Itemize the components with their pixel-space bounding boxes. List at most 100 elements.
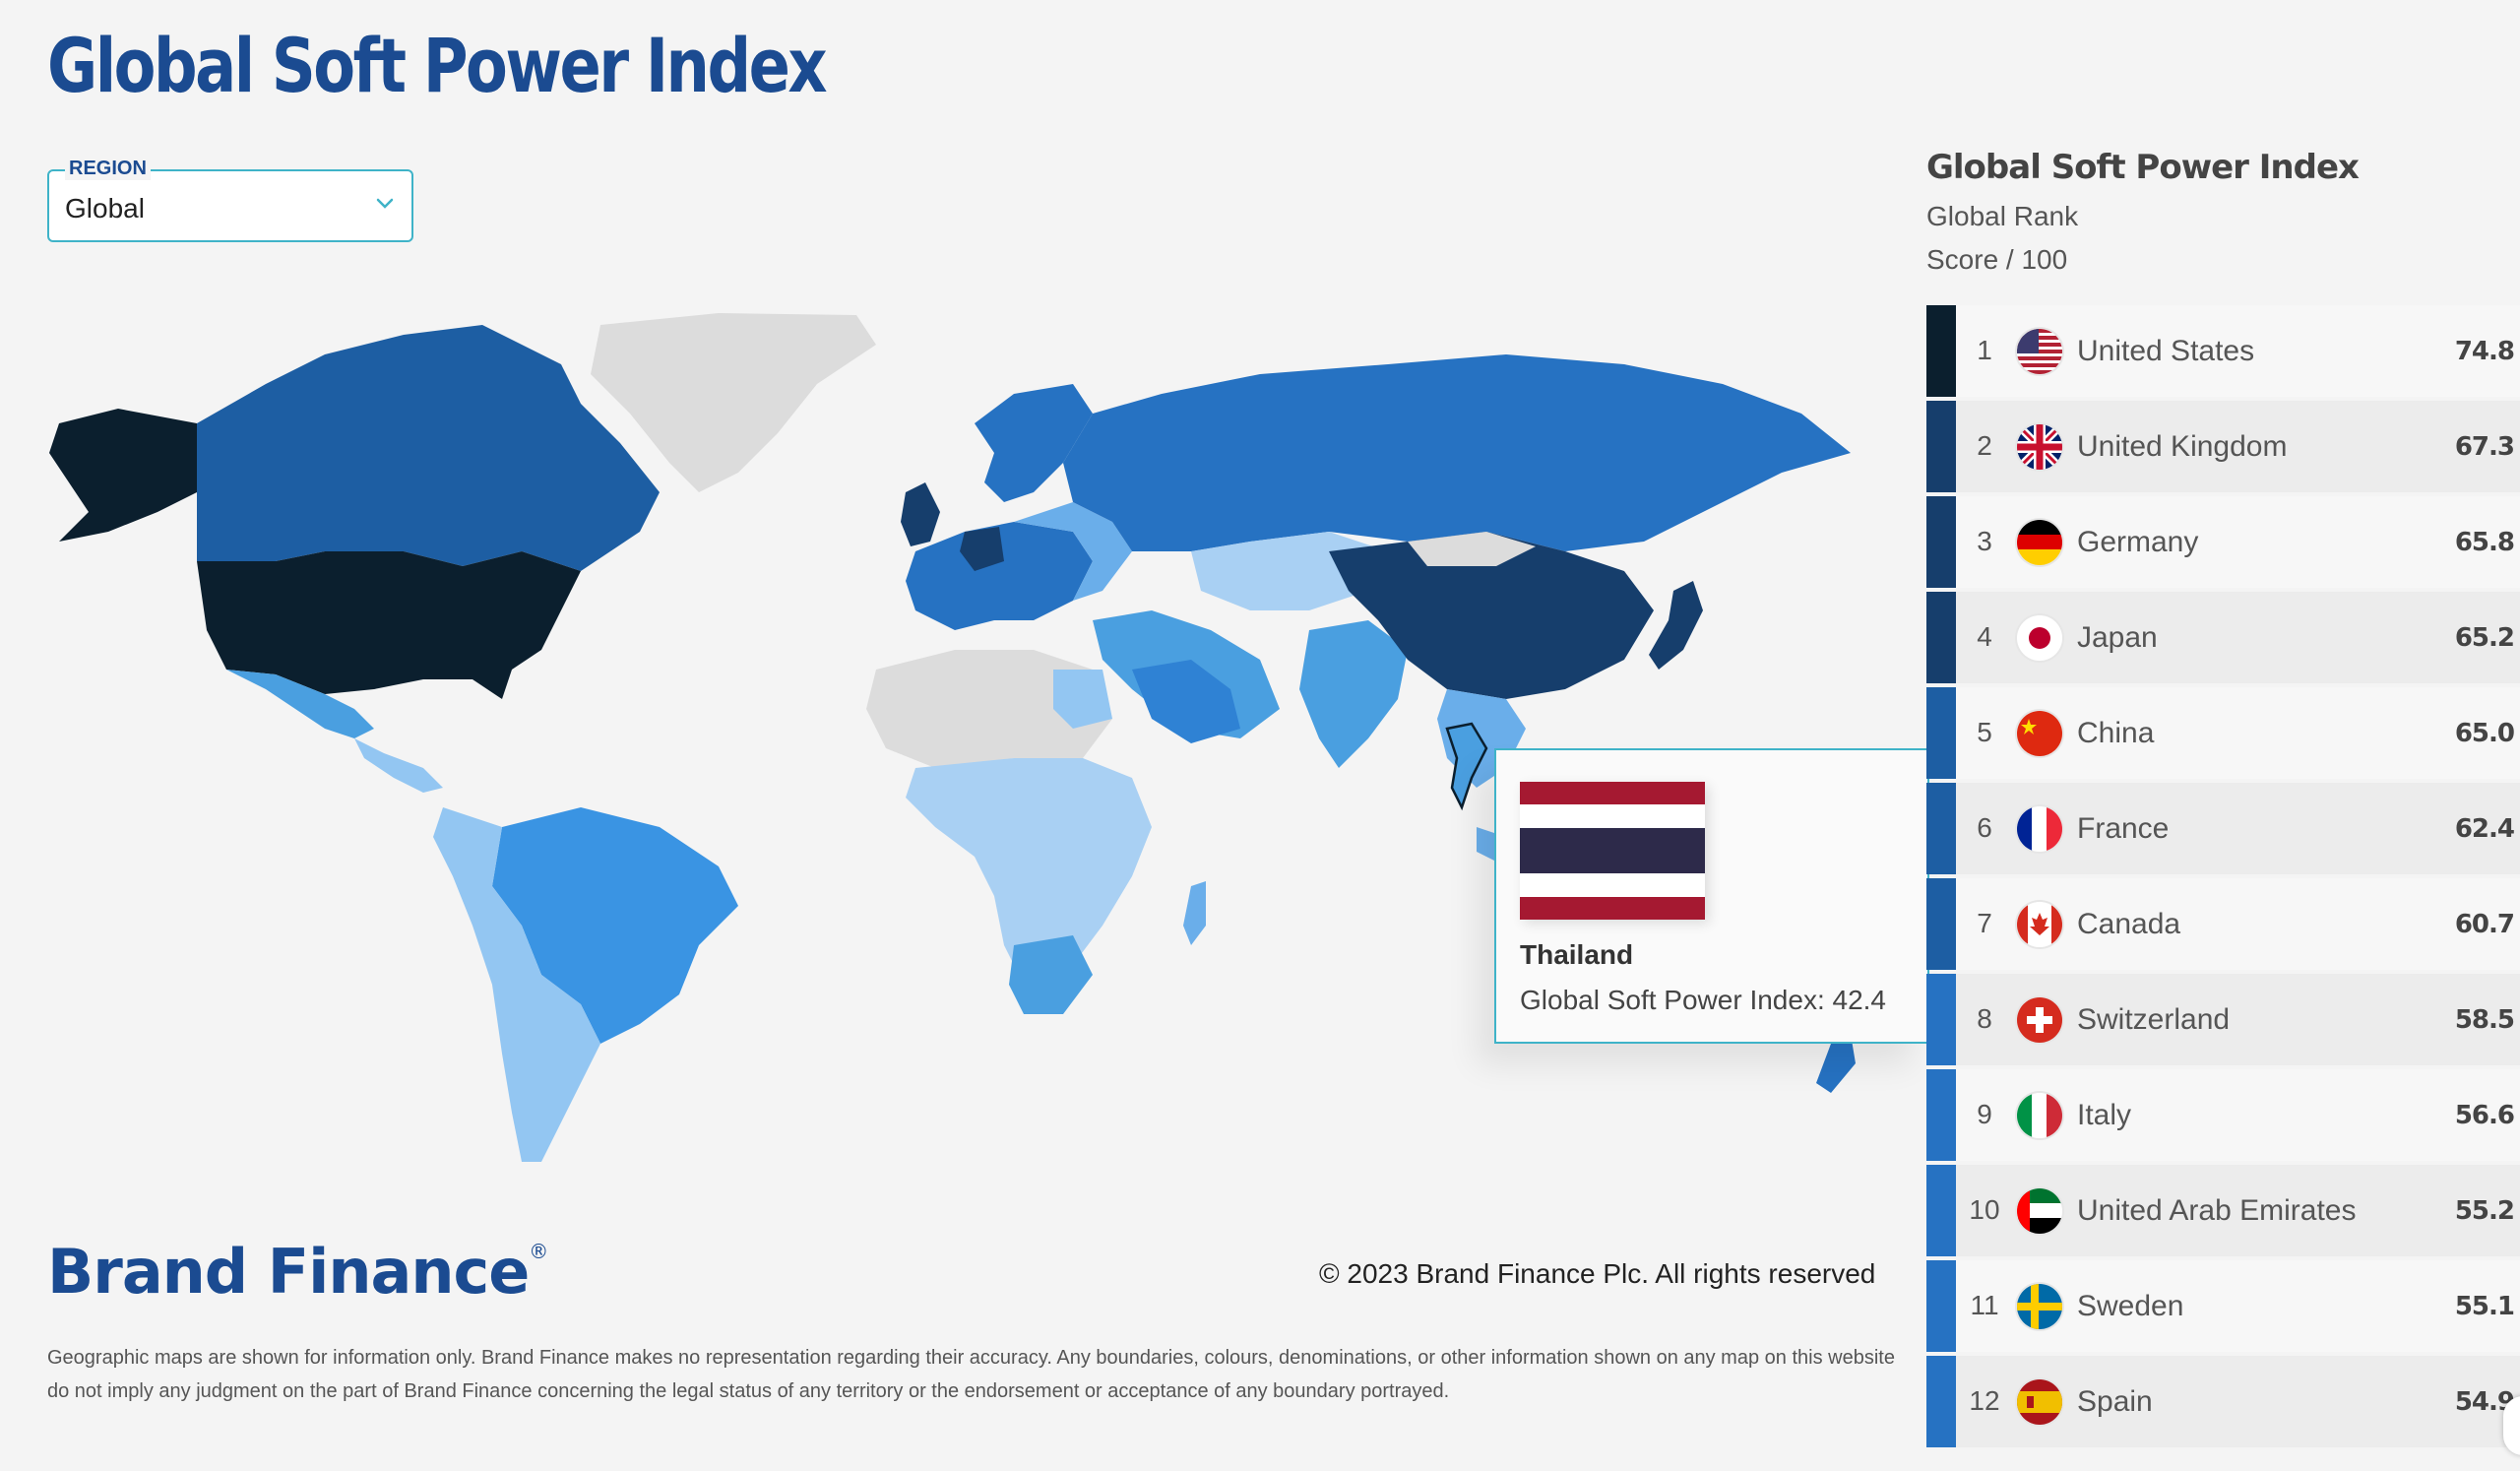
map-region-canada[interactable] [197, 325, 660, 571]
chevron-down-icon [376, 198, 394, 209]
country-name: United Arab Emirates [2077, 1194, 2357, 1227]
rank-color-bar [1926, 496, 1956, 588]
ranking-row[interactable]: 2 United Kingdom 67.3 [1926, 401, 2520, 496]
ranking-row[interactable]: 12 Spain 54.9 [1926, 1356, 2520, 1451]
ranking-row[interactable]: 6 France 62.4 [1926, 783, 2520, 878]
ranking-row[interactable]: 3 Germany 65.8 [1926, 496, 2520, 592]
map-region-sub-saharan-africa[interactable] [906, 758, 1152, 985]
country-score: 55.2 [2454, 1196, 2515, 1226]
us-flag-icon [2017, 329, 2062, 374]
scroll-handle[interactable] [2503, 1396, 2520, 1455]
map-region-thailand[interactable] [1445, 722, 1488, 811]
ranking-row[interactable]: 4 Japan 65.2 [1926, 592, 2520, 687]
map-region-north-africa[interactable] [866, 650, 1112, 768]
map-region-mexico[interactable] [226, 670, 374, 738]
map-region-western-europe[interactable] [906, 522, 1093, 630]
country-name: Spain [2077, 1385, 2153, 1418]
map-region-japan[interactable] [1649, 581, 1703, 670]
map-region-india[interactable] [1299, 620, 1408, 768]
ranking-row[interactable]: 11 Sweden 55.1 [1926, 1260, 2520, 1356]
country-name: Sweden [2077, 1290, 2184, 1322]
rank-color-bar [1926, 305, 1956, 397]
uk-flag-icon [2017, 424, 2062, 470]
country-score: 74.8 [2454, 337, 2515, 366]
country-score: 56.6 [2454, 1101, 2515, 1130]
rank-color-bar [1926, 1069, 1956, 1161]
map-region-south-america-west[interactable] [433, 807, 600, 1162]
rank-color-bar [1926, 974, 1956, 1065]
rank-number: 3 [1977, 526, 1992, 556]
ranking-row[interactable]: 5 China 65.0 [1926, 687, 2520, 783]
page-title: Global Soft Power Index [47, 22, 828, 109]
rank-color-bar [1926, 783, 1956, 874]
rank-color-bar [1926, 687, 1956, 779]
thailand-flag-icon [1520, 782, 1705, 920]
country-score: 65.0 [2454, 719, 2515, 748]
map-region-madagascar[interactable] [1183, 881, 1206, 945]
china-flag-icon [2017, 711, 2062, 756]
germany-flag-icon [2017, 520, 2062, 565]
map-region-uk[interactable] [901, 482, 940, 546]
ranking-row[interactable]: 7 Canada 60.7 [1926, 878, 2520, 974]
map-region-eastern-europe[interactable] [1014, 502, 1132, 601]
map-region-saudi-arabia[interactable] [1132, 660, 1240, 743]
panel-subtitle: Global Rank [1926, 201, 2079, 231]
rank-color-bar [1926, 1356, 1956, 1447]
spain-flag-icon [2017, 1379, 2062, 1425]
country-name: China [2077, 717, 2155, 749]
map-region-alaska[interactable] [49, 409, 197, 542]
rank-number: 6 [1977, 812, 1992, 843]
country-score: 55.1 [2454, 1292, 2515, 1321]
ranking-row[interactable]: 10 United Arab Emirates 55.2 [1926, 1165, 2520, 1260]
italy-flag-icon [2017, 1093, 2062, 1138]
rank-number: 1 [1977, 335, 1992, 365]
map-region-egypt[interactable] [1053, 670, 1112, 729]
country-name: Italy [2077, 1099, 2132, 1131]
map-region-south-africa[interactable] [1009, 935, 1093, 1014]
copyright-text: © 2023 Brand Finance Plc. All rights res… [1319, 1258, 1876, 1289]
rank-color-bar [1926, 1260, 1956, 1352]
map-region-scandinavia[interactable] [975, 384, 1093, 502]
rank-number: 2 [1977, 430, 1992, 461]
rank-color-bar [1926, 878, 1956, 970]
ranking-row[interactable]: 8 Switzerland 58.5 [1926, 974, 2520, 1069]
country-score: 67.3 [2454, 432, 2515, 462]
tooltip-country-name: Thailand [1520, 939, 1634, 970]
country-score: 62.4 [2454, 814, 2515, 844]
country-name: United States [2077, 335, 2255, 367]
panel-score-caption: Score / 100 [1926, 244, 2068, 275]
brand-finance-logo: Brand Finance® [47, 1236, 548, 1308]
country-name: Germany [2077, 526, 2199, 558]
rank-number: 9 [1977, 1099, 1992, 1129]
map-region-central-america[interactable] [354, 738, 443, 793]
map-region-united-states[interactable] [197, 551, 581, 699]
rank-number: 5 [1977, 717, 1992, 747]
country-name: France [2077, 812, 2170, 845]
country-tooltip: Thailand Global Soft Power Index: 42.4 [1494, 748, 1929, 1044]
map-region-new-zealand[interactable] [1816, 1034, 1856, 1093]
world-map[interactable] [30, 295, 1900, 1182]
country-name: Canada [2077, 908, 2181, 940]
ranking-row[interactable]: 1 United States 74.8 [1926, 305, 2520, 401]
map-region-brazil[interactable] [492, 807, 738, 1044]
ranking-panel: Global Soft Power Index Global Rank Scor… [1926, 148, 2520, 1447]
region-select[interactable]: REGION Global [47, 158, 413, 242]
map-region-germany[interactable] [960, 527, 1004, 571]
rank-number: 4 [1977, 621, 1992, 652]
japan-flag-icon [2017, 615, 2062, 661]
france-flag-icon [2017, 806, 2062, 852]
sweden-flag-icon [2017, 1284, 2062, 1329]
map-region-greenland[interactable] [591, 313, 876, 492]
rank-number: 11 [1970, 1290, 1999, 1320]
rank-number: 7 [1977, 908, 1992, 938]
country-score: 65.8 [2454, 528, 2515, 557]
registered-mark: ® [529, 1240, 548, 1263]
map-region-mongolia[interactable] [1408, 532, 1536, 566]
ranking-row[interactable]: 9 Italy 56.6 [1926, 1069, 2520, 1165]
map-region-russia[interactable] [1063, 354, 1851, 551]
rank-color-bar [1926, 401, 1956, 492]
map-region-china[interactable] [1329, 532, 1654, 699]
rank-color-bar [1926, 592, 1956, 683]
country-name: United Kingdom [2077, 430, 2288, 463]
